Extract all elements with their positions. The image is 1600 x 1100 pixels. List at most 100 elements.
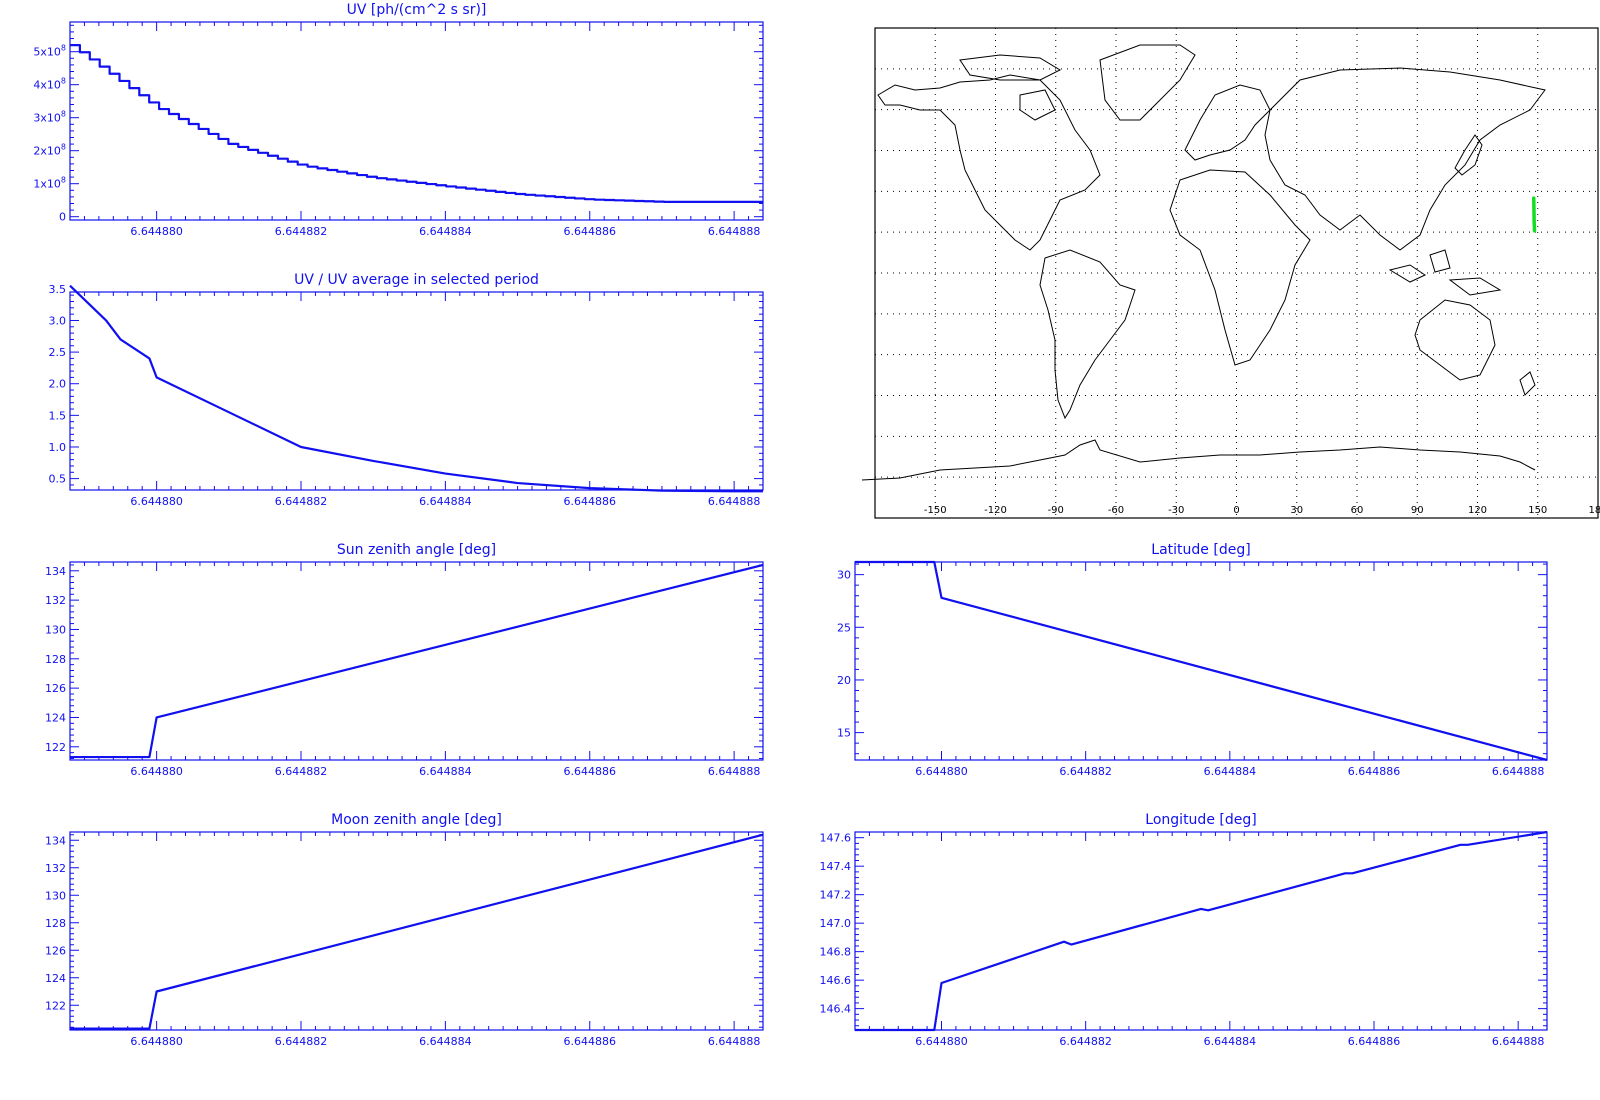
moonzen-y-tick-label: 134 (45, 834, 66, 847)
moonzen-y-tick-label: 126 (45, 944, 66, 957)
sunzen-x-tick-label: 6.644882 (275, 765, 328, 778)
lon-y-tick-label: 147.0 (820, 917, 852, 930)
uvratio-y-tick-label: 1.5 (49, 409, 67, 422)
uvratio-y-tick-label: 0.5 (49, 473, 67, 486)
lat-x-tick-label: 6.644884 (1204, 765, 1257, 778)
coast-north-america (877, 74, 1101, 251)
lat-plot-frame (854, 561, 1548, 761)
uvratio-x-tick-label: 6.644880 (130, 495, 183, 508)
map-lon-tick-label: 30 (1290, 505, 1303, 516)
moonzen-x-tick-label: 6.644880 (130, 1035, 183, 1048)
lon-y-tick-label: 146.8 (820, 946, 852, 959)
uv-chart: UV [ph/(cm^2 s sr)] 6.644880 6.644882 6.644… (33, 2, 764, 238)
lon-y-tick-label: 146.4 (820, 1003, 852, 1016)
uvratio-y-tick-label: 3.5 (49, 283, 67, 296)
sunzen-y-tick-label: 124 (45, 711, 66, 724)
uv-y-tick-label: 3x108 (33, 110, 66, 125)
uv-y-tick-exponent: 8 (61, 110, 66, 119)
world-map-panel: -150 -120 -90 -60 -30 0 30 60 90 120 150 180 (860, 18, 1600, 538)
lat-y-tick-label: 25 (837, 621, 851, 634)
sunzen-y-tick-label: 126 (45, 682, 66, 695)
moonzen-series-line (70, 833, 764, 1030)
moonzen-y-tick-label: 124 (45, 972, 66, 985)
sunzen-y-tick-label: 132 (45, 594, 66, 607)
uvratio-title: UV / UV average in selected period (294, 272, 539, 288)
map-lon-tick-label: 150 (1528, 505, 1547, 516)
lon-y-tick-label: 147.2 (820, 889, 852, 902)
uv-y-tick-label: 1x108 (33, 176, 66, 191)
coastlines (861, 44, 1546, 481)
sunzen-title: Sun zenith angle [deg] (337, 542, 496, 558)
uvratio-x-tick-label: 6.644884 (419, 495, 472, 508)
sunzen-y-tick-label: 134 (45, 565, 66, 578)
coast-japan (1454, 134, 1483, 176)
moonzen-x-tick-label: 6.644888 (708, 1035, 761, 1048)
lon-series-line (855, 830, 1548, 1032)
coast-antarctica (861, 439, 1536, 481)
uvratio-y-tick-label: 2.5 (49, 346, 67, 359)
moonzen-y-tick-label: 132 (45, 862, 66, 875)
longitude-chart-panel: Longitude [deg] 6.644880 6.644882 6.644884 6… (800, 808, 1600, 1070)
moon-zenith-chart: Moon zenith angle [deg] 6.644880 6.644882 6… (45, 812, 764, 1048)
uv-y-tick-label: 4x108 (33, 77, 66, 92)
coast-se-asia-islands (1388, 249, 1502, 296)
moonzen-x-tick-label: 6.644884 (419, 1035, 472, 1048)
moonzen-title: Moon zenith angle [deg] (331, 812, 502, 828)
moonzen-y-tick-label: 122 (45, 999, 66, 1012)
lon-x-tick-label: 6.644882 (1059, 1035, 1112, 1048)
map-lon-tick-label: 90 (1411, 505, 1424, 516)
latitude-chart: Latitude [deg] 6.644880 6.644882 6.644884 6.… (837, 542, 1548, 778)
lat-series-line (855, 560, 1548, 762)
lat-x-tick-label: 6.644880 (915, 765, 968, 778)
lat-y-tick-label: 20 (837, 674, 851, 687)
moonzen-x-tick-label: 6.644882 (275, 1035, 328, 1048)
uv-x-tick-label: 6.644888 (708, 225, 761, 238)
lat-x-tick-label: 6.644886 (1348, 765, 1401, 778)
lon-x-tick-label: 6.644880 (915, 1035, 968, 1048)
uv-x-tick-label: 6.644880 (130, 225, 183, 238)
coast-asia (1264, 67, 1546, 251)
uvratio-plot-frame (69, 291, 764, 491)
uv-y-tick-label: 5x108 (33, 44, 66, 59)
sunzen-y-tick-label: 130 (45, 623, 66, 636)
map-lon-tick-label: -150 (924, 505, 947, 516)
lon-plot-frame (854, 831, 1548, 1031)
sunzen-series-line (70, 563, 764, 759)
uv-y-tick-exponent: 8 (61, 77, 66, 86)
uvratio-series-line (69, 284, 763, 493)
lon-title: Longitude [deg] (1145, 812, 1256, 828)
map-lon-tick-label: 120 (1468, 505, 1487, 516)
coast-new-zealand (1519, 371, 1536, 396)
latitude-chart-panel: Latitude [deg] 6.644880 6.644882 6.644884 6.… (800, 538, 1600, 793)
uv-series-line (70, 44, 763, 203)
sunzen-y-tick-label: 122 (45, 741, 66, 754)
map-lon-tick-label: -60 (1108, 505, 1124, 516)
world-map: -150 -120 -90 -60 -30 0 30 60 90 120 150 180 (861, 27, 1600, 519)
sunzen-x-tick-label: 6.644888 (708, 765, 761, 778)
uv-y-tick-exponent: 8 (61, 143, 66, 152)
uv-y-tick-exponent: 8 (61, 176, 66, 185)
uvratio-x-tick-label: 6.644886 (564, 495, 617, 508)
lat-x-tick-label: 6.644888 (1492, 765, 1545, 778)
uv-title: UV [ph/(cm^2 s sr)] (347, 2, 487, 18)
lon-y-tick-label: 146.6 (820, 974, 852, 987)
map-lon-tick-label: 60 (1351, 505, 1364, 516)
coast-australia (1414, 299, 1496, 381)
sun-zenith-chart-panel: Sun zenith angle [deg] 6.644880 6.644882 6.… (0, 538, 780, 793)
lon-x-tick-label: 6.644884 (1204, 1035, 1257, 1048)
coast-south-america (1039, 249, 1136, 420)
map-lon-tick-label: 180 (1588, 505, 1600, 516)
map-lon-labels: -150 -120 -90 -60 -30 0 30 60 90 120 150 180 (924, 505, 1600, 516)
uvratio-y-tick-label: 3.0 (49, 314, 67, 327)
moon-zenith-chart-panel: Moon zenith angle [deg] 6.644880 6.644882 6… (0, 808, 780, 1070)
uv-ratio-chart: UV / UV average in selected period 6.6448… (49, 272, 764, 508)
coast-europe (1184, 84, 1271, 161)
map-lon-tick-label: 0 (1233, 505, 1239, 516)
coast-greenland (1099, 44, 1196, 121)
sunzen-y-tick-label: 128 (45, 653, 66, 666)
map-lon-tick-label: -90 (1048, 505, 1064, 516)
uv-x-tick-label: 6.644886 (564, 225, 617, 238)
uv-y-tick-label: 2x108 (33, 143, 66, 158)
uv-ratio-chart-panel: UV / UV average in selected period 6.6448… (0, 268, 780, 523)
map-lon-tick-label: -30 (1168, 505, 1184, 516)
